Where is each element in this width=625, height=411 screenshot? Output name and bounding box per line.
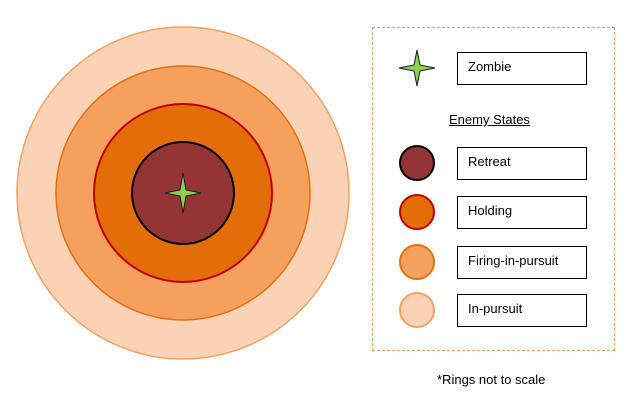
in-pursuit-swatch xyxy=(399,292,435,328)
legend-item-holding: Holding xyxy=(373,194,614,230)
legend-label-zombie: Zombie xyxy=(457,52,587,85)
legend-item-in-pursuit: In-pursuit xyxy=(373,292,614,328)
legend-label-firing-in-pursuit: Firing-in-pursuit xyxy=(457,246,587,279)
legend-label-holding: Holding xyxy=(457,196,587,229)
legend-title: Enemy States xyxy=(449,112,530,127)
legend-label-retreat: Retreat xyxy=(457,147,587,180)
retreat-swatch xyxy=(399,145,435,181)
zombie-star-icon xyxy=(164,172,202,214)
legend-item-firing-in-pursuit: Firing-in-pursuit xyxy=(373,244,614,280)
firing-in-pursuit-swatch xyxy=(399,244,435,280)
green-star-icon xyxy=(398,49,436,87)
footnote: *Rings not to scale xyxy=(437,372,546,387)
enemy-state-rings-diagram xyxy=(16,26,350,360)
legend-label-in-pursuit: In-pursuit xyxy=(457,294,587,327)
legend-panel: Zombie Enemy States Retreat Holding Firi… xyxy=(372,27,615,351)
legend-item-retreat: Retreat xyxy=(373,145,614,181)
holding-swatch xyxy=(399,194,435,230)
legend-item-zombie: Zombie xyxy=(373,49,614,87)
